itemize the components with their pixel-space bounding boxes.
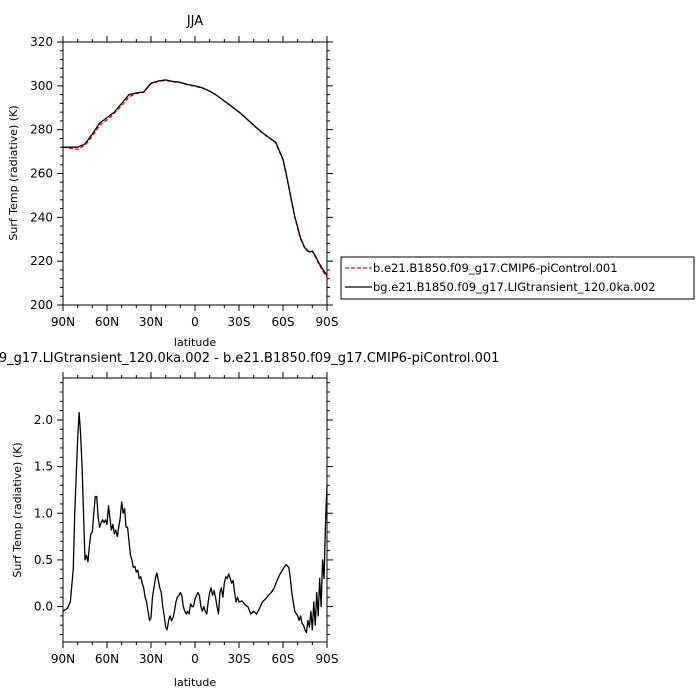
bottom-series-line-0 [62,411,328,634]
bottom-x-tick-label: 0 [191,652,199,666]
top-panel: JJA 90N 60N 30N 0 30S 60S 90S 200 220 240 260 280 30… [7,14,338,349]
top-x-tick-label: 60S [272,315,295,329]
top-x-axis-label: latitude [174,336,216,349]
top-y-tick-label: 200 [30,298,53,312]
bottom-x-tick-label: 30N [139,652,163,666]
bottom-x-tick-label: 30S [228,652,251,666]
bottom-x-tick-label: 90N [51,652,75,666]
bottom-y-axis-label: Surf Temp (radiative) (K) [11,442,24,577]
top-x-tick-label: 0 [191,315,199,329]
legend-box [340,256,695,300]
legend: b.e21.B1850.f09_g17.CMIP6-piControl.001 … [340,256,695,300]
top-x-tick-label: 30N [139,315,163,329]
bottom-x-tick-label: 60S [272,652,295,666]
top-x-tick-label: 30S [228,315,251,329]
top-plot-frame [62,41,328,306]
bottom-y-tick-label: 0.5 [34,553,53,567]
top-series-group [62,79,328,278]
top-y-tick-label: 220 [30,254,53,268]
top-series-line-1 [63,79,328,276]
top-chart-title: JJA [186,14,203,29]
bottom-y-tick-label: 0.0 [34,600,53,614]
top-x-tick-label: 90N [51,315,75,329]
top-y-tick-label: 320 [30,35,53,49]
top-y-tick-label: 240 [30,210,53,224]
bottom-x-tick-label: 60N [95,652,119,666]
bottom-panel: bg.e21.B1850.f09_g17.LIGtransient_120.0k… [0,351,499,689]
bottom-x-axis-label: latitude [174,676,216,689]
bottom-y-tick-label: 1.5 [34,460,53,474]
top-x-tick-label: 90S [316,315,339,329]
top-y-axis-label: Surf Temp (radiative) (K) [7,105,20,240]
bottom-series-group [62,411,328,634]
top-x-tick-label: 60N [95,315,119,329]
legend-label-ligtransient: bg.e21.B1850.f09_g17.LIGtransient_120.0k… [373,280,656,294]
top-ticks: 90N 60N 30N 0 30S 60S 90S 200 220 240 260 280 300 320 [30,35,338,329]
bottom-chart-title: bg.e21.B1850.f09_g17.LIGtransient_120.0k… [0,351,499,366]
bottom-y-tick-label: 2.0 [34,413,53,427]
top-y-tick-label: 300 [30,79,53,93]
top-y-tick-label: 260 [30,167,53,181]
bottom-ticks: 90N 60N 30N 0 30S 60S 90S 0.0 0.5 1.0 1.5 2.0 [34,372,339,666]
legend-label-picontrol: b.e21.B1850.f09_g17.CMIP6-piControl.001 [373,261,618,275]
bottom-y-tick-label: 1.0 [34,506,53,520]
bottom-x-tick-label: 90S [316,652,339,666]
top-y-tick-label: 280 [30,123,53,137]
